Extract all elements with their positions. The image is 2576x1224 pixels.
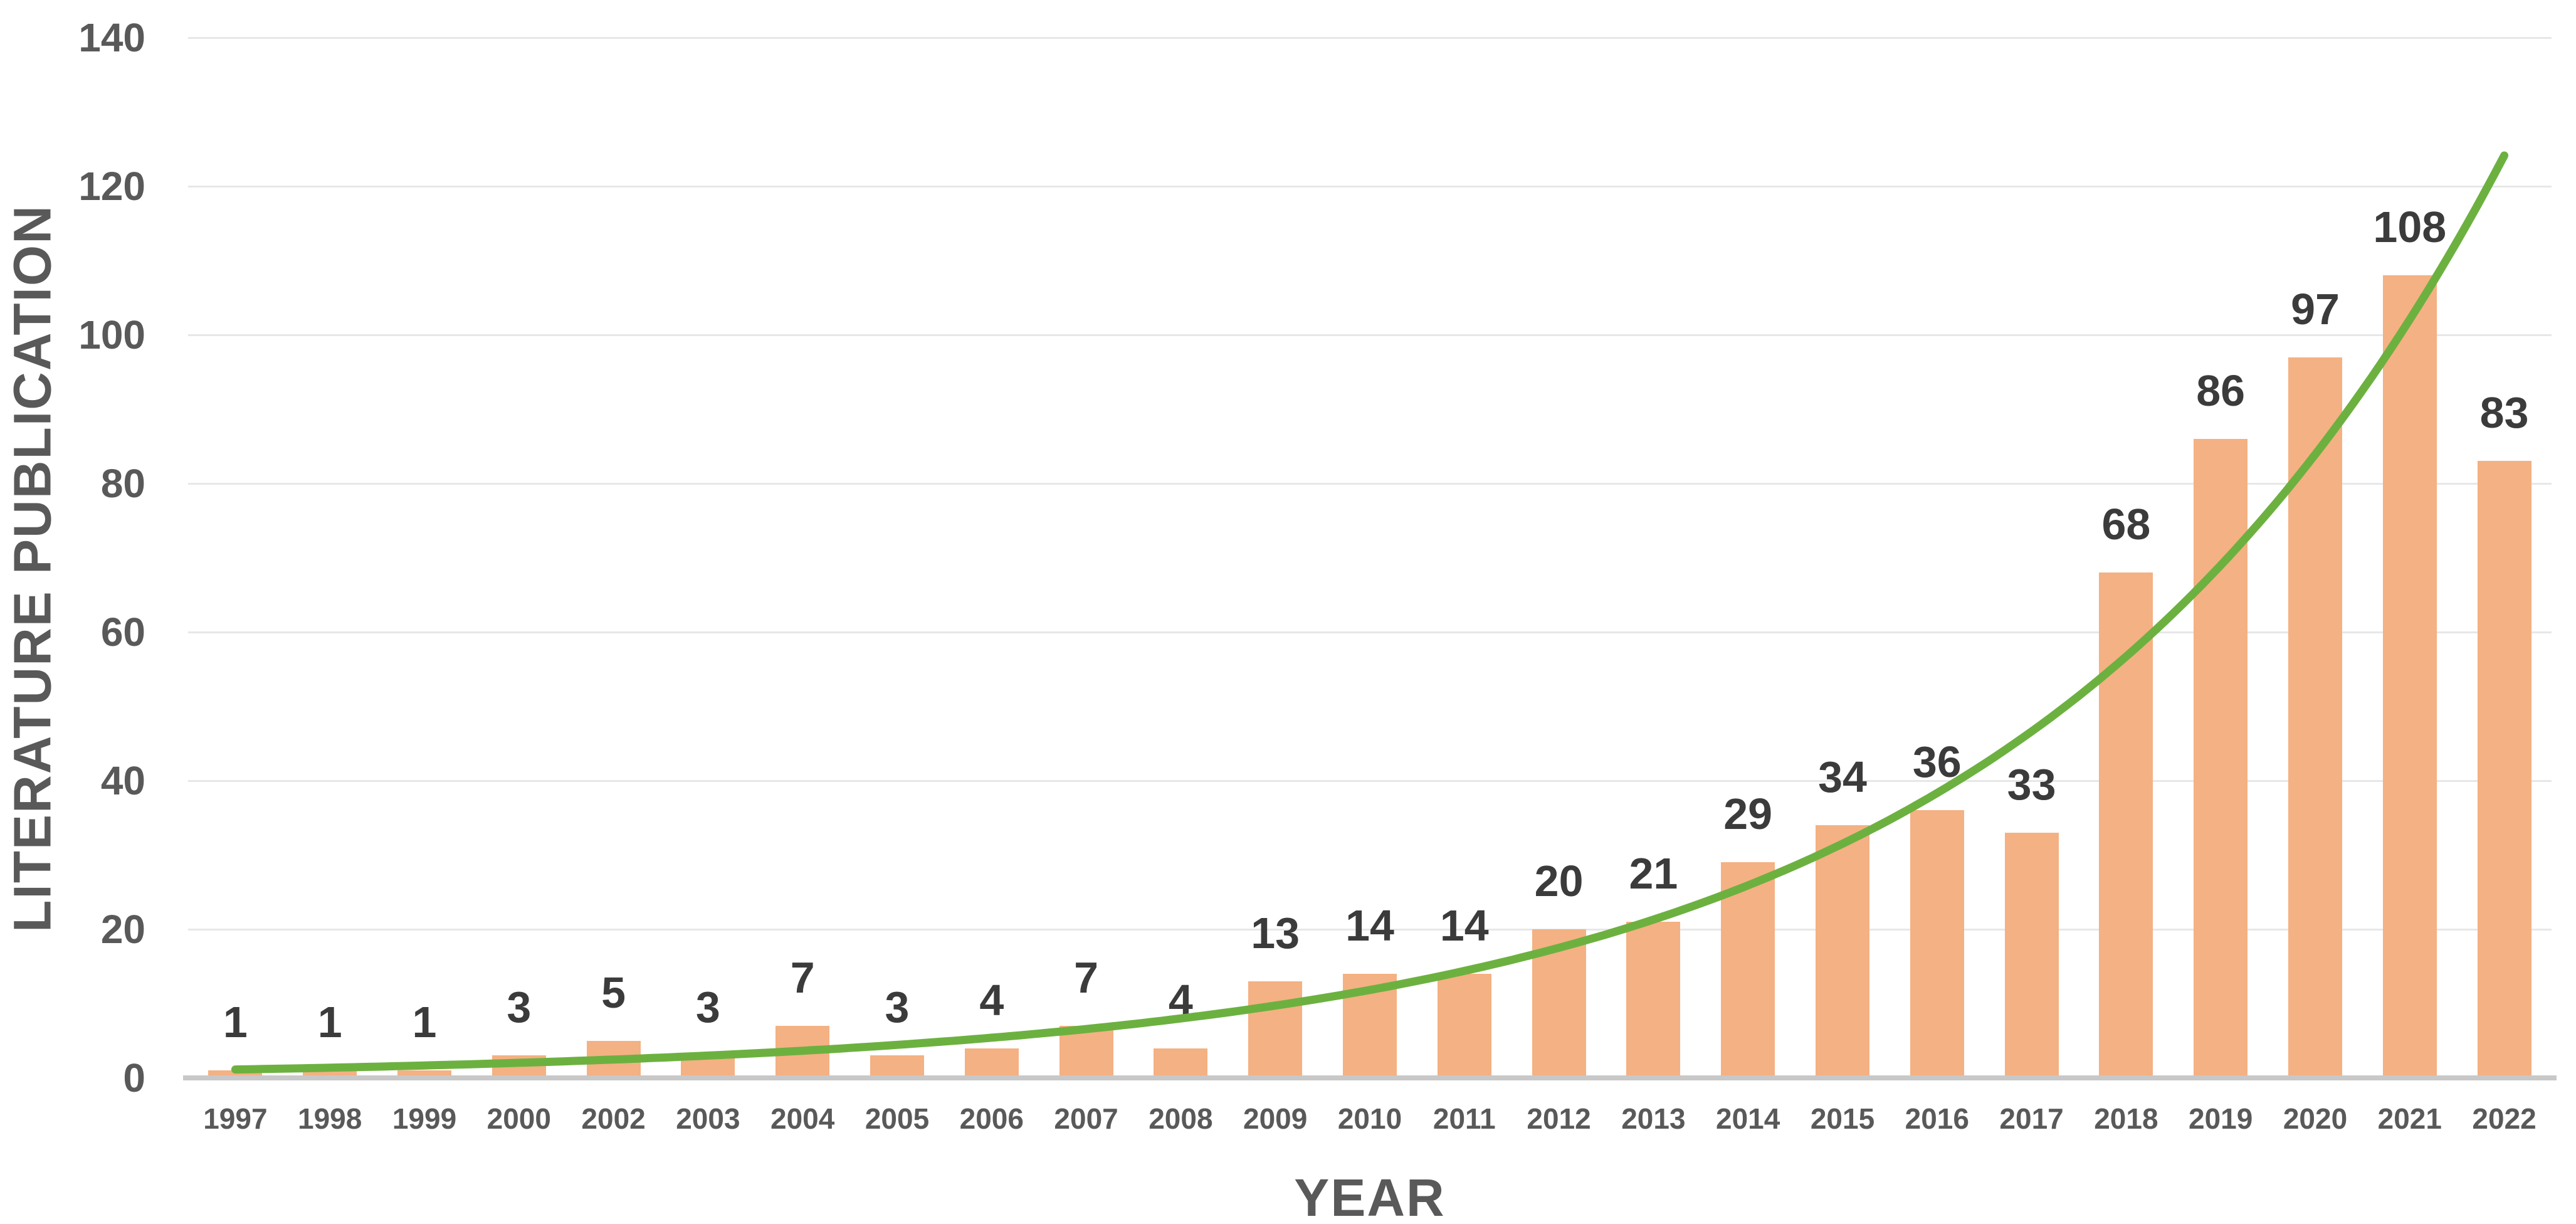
x-tick-label-2007: 2007	[1054, 1102, 1118, 1135]
bar-2014	[1721, 862, 1775, 1078]
bar-2022	[2477, 461, 2531, 1078]
data-label-2019: 86	[2196, 366, 2246, 415]
x-tick-label-2009: 2009	[1243, 1102, 1308, 1135]
bar-1999	[397, 1070, 451, 1078]
x-tick-label-2005: 2005	[865, 1102, 930, 1135]
bar-2011	[1437, 974, 1491, 1078]
bar-2010	[1343, 974, 1397, 1078]
x-tick-label-1999: 1999	[392, 1102, 457, 1135]
data-label-2022: 83	[2479, 388, 2529, 438]
bar-2020	[2288, 357, 2342, 1078]
bar-2019	[2194, 438, 2248, 1078]
bar-2005	[870, 1055, 924, 1078]
x-tick-label-2008: 2008	[1149, 1102, 1213, 1135]
y-tick-label: 60	[100, 609, 145, 655]
x-tick-label-2015: 2015	[1810, 1102, 1875, 1135]
y-tick-label: 40	[100, 758, 145, 803]
x-tick-label-2004: 2004	[770, 1102, 835, 1135]
data-label-2013: 21	[1629, 849, 1678, 899]
y-tick-label: 0	[123, 1055, 145, 1100]
x-tick-label-2006: 2006	[959, 1102, 1024, 1135]
x-tick-label-2019: 2019	[2189, 1102, 2253, 1135]
x-tick-label-2017: 2017	[1999, 1102, 2064, 1135]
x-tick-label-1997: 1997	[203, 1102, 268, 1135]
x-tick-label-2010: 2010	[1337, 1102, 1402, 1135]
bar-2016	[1910, 810, 1964, 1078]
bar-2013	[1626, 922, 1681, 1078]
x-tick-label-2021: 2021	[2377, 1102, 2442, 1135]
x-tick-label-2014: 2014	[1716, 1102, 1780, 1135]
bar-2015	[1816, 825, 1869, 1078]
x-tick-label-2022: 2022	[2472, 1102, 2537, 1135]
x-tick-label-2018: 2018	[2094, 1102, 2158, 1135]
x-tick-label-1998: 1998	[298, 1102, 362, 1135]
x-tick-label-2013: 2013	[1621, 1102, 1686, 1135]
bar-2006	[964, 1048, 1019, 1078]
bar-2008	[1154, 1048, 1208, 1078]
x-tick-label-2020: 2020	[2283, 1102, 2348, 1135]
bar-2004	[775, 1026, 830, 1078]
data-label-2008: 4	[1168, 975, 1193, 1025]
x-axis-line	[183, 1075, 2557, 1080]
bar-2002	[586, 1040, 641, 1078]
y-axis-title: LITERATURE PUBLICATION	[3, 204, 62, 932]
x-tick-label-2002: 2002	[581, 1102, 646, 1135]
bar-2009	[1248, 981, 1303, 1078]
x-tick-label-2003: 2003	[676, 1102, 740, 1135]
y-tick-label: 80	[100, 461, 145, 506]
bar-2018	[2099, 572, 2153, 1078]
bar-2000	[492, 1055, 546, 1078]
x-axis-title: YEAR	[1294, 1168, 1446, 1224]
y-tick-label: 120	[78, 164, 145, 209]
bar-2012	[1532, 929, 1586, 1078]
data-label-2021: 108	[2373, 203, 2447, 252]
gridline-100	[188, 334, 2552, 336]
bar-1997	[208, 1070, 263, 1078]
y-tick-label: 100	[78, 312, 145, 357]
bar-1998	[303, 1070, 357, 1078]
y-tick-label: 20	[100, 907, 145, 952]
bar-2021	[2382, 275, 2437, 1078]
data-label-2018: 68	[2101, 500, 2151, 549]
bar-2017	[2004, 832, 2059, 1078]
gridline-120	[188, 186, 2552, 187]
x-tick-label-2012: 2012	[1527, 1102, 1591, 1135]
x-tick-label-2000: 2000	[486, 1102, 551, 1135]
bar-2003	[681, 1055, 735, 1078]
gridline-140	[188, 37, 2552, 39]
y-tick-label: 140	[78, 15, 145, 60]
data-label-2020: 97	[2291, 284, 2340, 334]
x-tick-label-2011: 2011	[1433, 1102, 1496, 1135]
bar-2007	[1059, 1026, 1113, 1078]
data-label-2011: 14	[1439, 901, 1489, 951]
x-tick-label-2016: 2016	[1905, 1102, 1969, 1135]
data-label-2017: 33	[2007, 759, 2056, 809]
